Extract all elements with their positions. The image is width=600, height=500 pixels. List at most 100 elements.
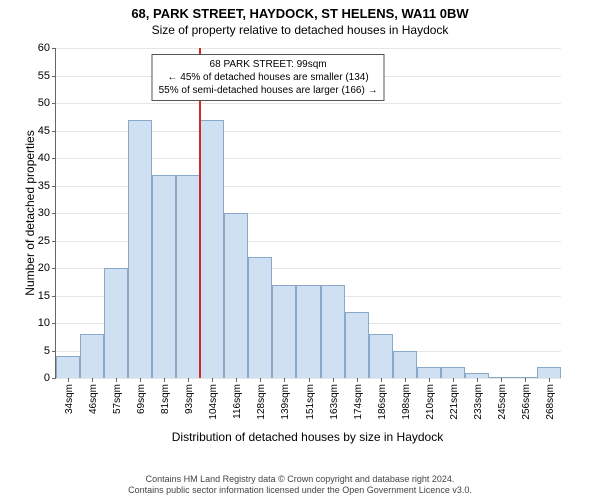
xtick-label: 174sqm [353,384,364,420]
ytick-label: 30 [38,207,50,219]
xtick-mark [549,378,550,382]
ytick-label: 55 [38,70,50,82]
xtick-mark [525,378,526,382]
footer: Contains HM Land Registry data © Crown c… [0,474,600,496]
title-line-1: 68, PARK STREET, HAYDOCK, ST HELENS, WA1… [0,0,600,21]
xtick-mark [212,378,213,382]
histogram-bar [200,120,224,379]
xtick-label: 151sqm [305,384,316,420]
histogram-bar [56,356,80,378]
ytick-label: 10 [38,317,50,329]
histogram-bar [248,257,272,378]
xtick-mark [68,378,69,382]
ytick-label: 50 [38,97,50,109]
ytick-mark [52,76,56,77]
xtick-mark [357,378,358,382]
grid-line [56,48,561,49]
ytick-mark [52,48,56,49]
histogram-bar [80,334,104,378]
annotation-line: 68 PARK STREET: 99sqm [159,58,378,71]
ytick-mark [52,158,56,159]
xtick-label: 116sqm [232,384,243,419]
xtick-mark [236,378,237,382]
xtick-mark [453,378,454,382]
histogram-bar [224,213,248,378]
histogram-bar [176,175,200,379]
ytick-label: 20 [38,262,50,274]
xtick-mark [429,378,430,382]
ytick-label: 40 [38,152,50,164]
xtick-label: 46sqm [88,384,99,414]
histogram-bar [537,367,561,378]
xtick-mark [284,378,285,382]
ytick-label: 35 [38,180,50,192]
xtick-label: 198sqm [401,384,412,420]
histogram-bar [152,175,176,379]
xtick-mark [333,378,334,382]
xtick-label: 221sqm [449,384,460,420]
x-axis-label: Distribution of detached houses by size … [55,430,560,444]
y-axis-label: Number of detached properties [23,113,37,313]
xtick-label: 233sqm [473,384,484,420]
xtick-label: 163sqm [329,384,340,420]
xtick-mark [260,378,261,382]
annotation-line: ← 45% of detached houses are smaller (13… [159,71,378,84]
grid-line [56,103,561,104]
xtick-label: 245sqm [497,384,508,420]
ytick-label: 25 [38,235,50,247]
xtick-mark [188,378,189,382]
ytick-label: 45 [38,125,50,137]
histogram-bar [321,285,345,379]
histogram-bar [104,268,128,378]
histogram-bar [393,351,417,379]
xtick-label: 93sqm [184,384,195,414]
ytick-mark [52,186,56,187]
xtick-mark [164,378,165,382]
histogram-bar [441,367,465,378]
xtick-label: 186sqm [377,384,388,420]
ytick-label: 0 [44,372,50,384]
xtick-label: 69sqm [136,384,147,414]
histogram-bar [417,367,441,378]
plot-area: 05101520253035404550556034sqm46sqm57sqm6… [55,48,561,379]
ytick-mark [52,378,56,379]
chart-container: 68, PARK STREET, HAYDOCK, ST HELENS, WA1… [0,0,600,500]
xtick-label: 210sqm [425,384,436,420]
histogram-bar [272,285,296,379]
annotation-box: 68 PARK STREET: 99sqm← 45% of detached h… [152,54,385,101]
xtick-label: 268sqm [545,384,556,420]
histogram-bar [345,312,369,378]
xtick-label: 81sqm [160,384,171,414]
title-line-2: Size of property relative to detached ho… [0,21,600,37]
ytick-label: 5 [44,345,50,357]
xtick-label: 256sqm [521,384,532,420]
xtick-mark [381,378,382,382]
xtick-label: 34sqm [64,384,75,414]
xtick-mark [405,378,406,382]
ytick-mark [52,103,56,104]
xtick-label: 57sqm [112,384,123,414]
histogram-bar [296,285,320,379]
footer-line-2: Contains public sector information licen… [0,485,600,496]
xtick-mark [92,378,93,382]
xtick-mark [477,378,478,382]
xtick-label: 139sqm [280,384,291,420]
xtick-mark [140,378,141,382]
xtick-mark [501,378,502,382]
footer-line-1: Contains HM Land Registry data © Crown c… [0,474,600,485]
ytick-mark [52,351,56,352]
ytick-mark [52,268,56,269]
ytick-mark [52,131,56,132]
annotation-line: 55% of semi-detached houses are larger (… [159,84,378,97]
ytick-label: 60 [38,42,50,54]
ytick-mark [52,323,56,324]
xtick-mark [116,378,117,382]
histogram-bar [369,334,393,378]
ytick-mark [52,241,56,242]
histogram-bar [128,120,152,379]
xtick-label: 104sqm [208,384,219,420]
ytick-label: 15 [38,290,50,302]
xtick-mark [309,378,310,382]
xtick-label: 128sqm [256,384,267,420]
ytick-mark [52,296,56,297]
